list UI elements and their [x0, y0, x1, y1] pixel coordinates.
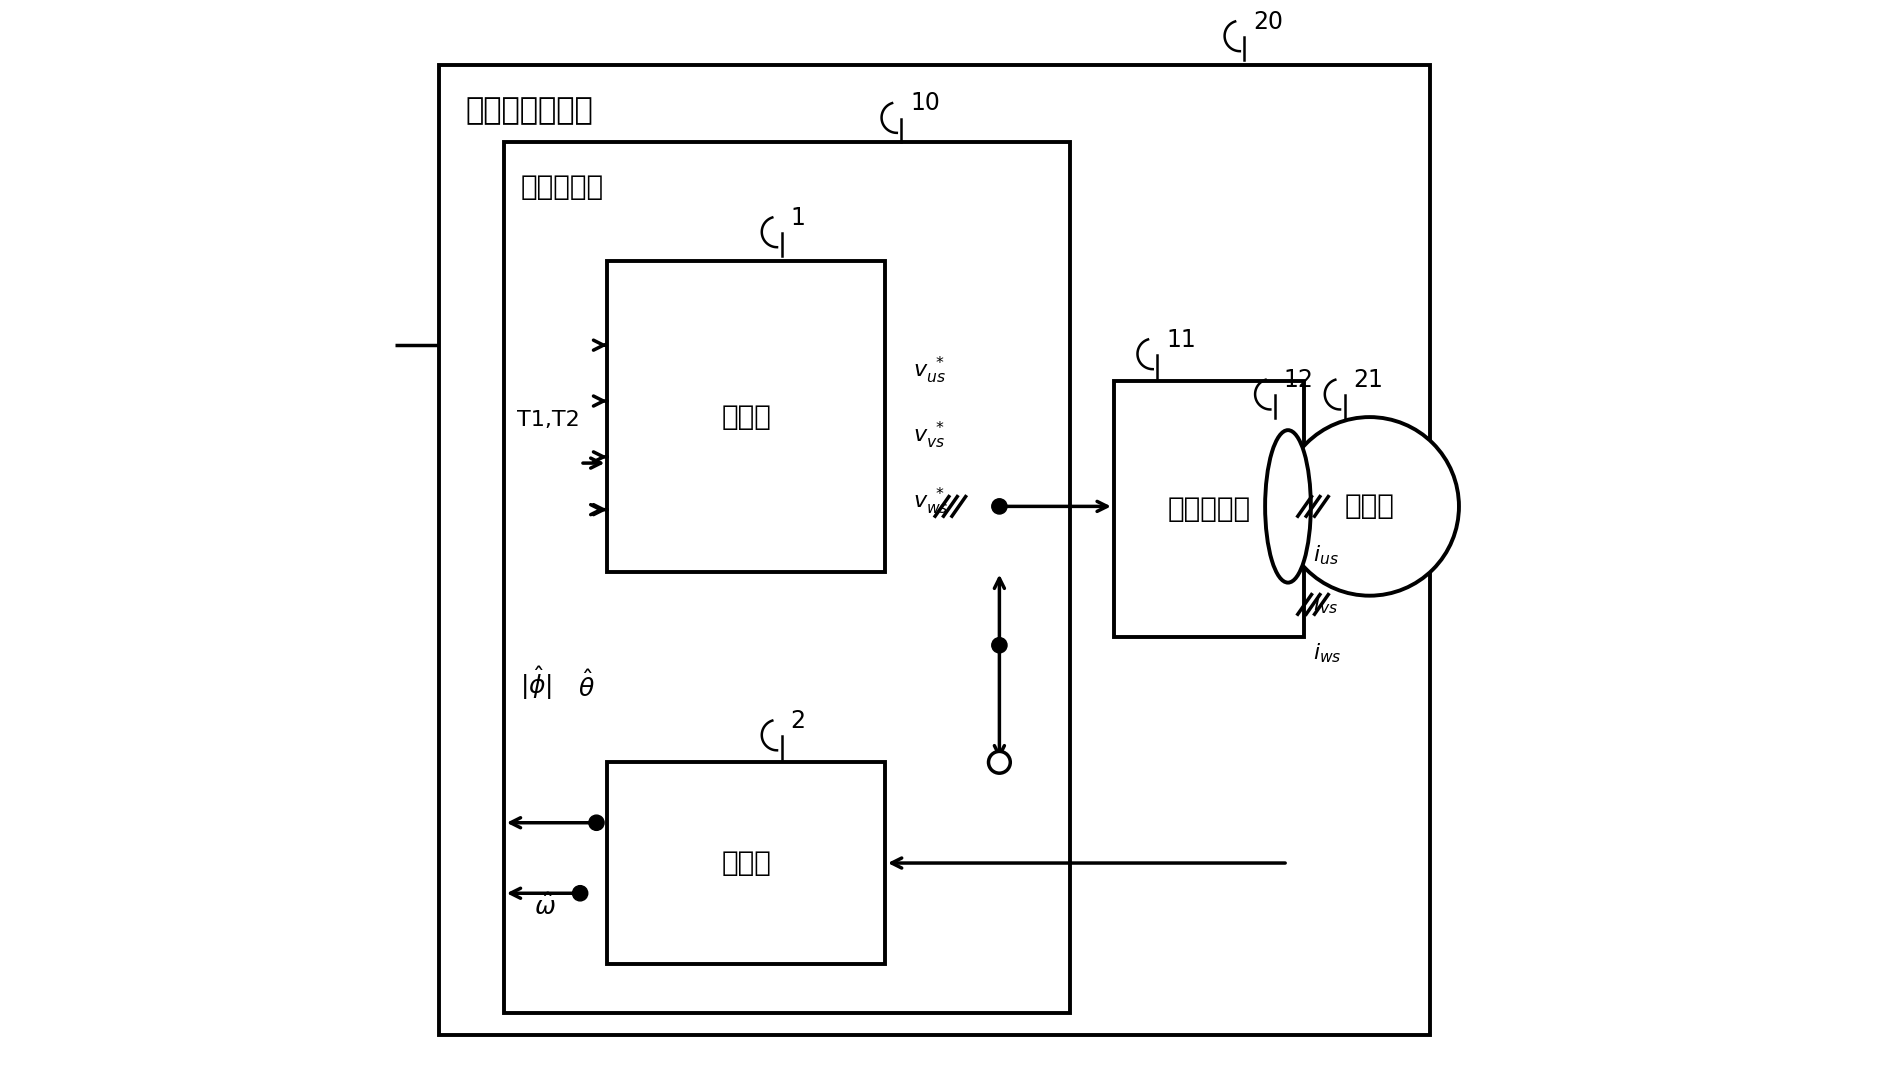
Text: 21: 21 [1353, 368, 1383, 392]
Circle shape [988, 751, 1011, 773]
Text: 12: 12 [1283, 368, 1313, 392]
Text: $i_{us}$: $i_{us}$ [1313, 543, 1340, 567]
Text: $\hat{\omega}$: $\hat{\omega}$ [534, 894, 556, 920]
Text: $\hat{\theta}$: $\hat{\theta}$ [579, 671, 596, 702]
Circle shape [588, 815, 603, 830]
FancyBboxPatch shape [438, 65, 1430, 1035]
Circle shape [992, 638, 1007, 653]
Text: 电力变换器: 电力变换器 [1167, 495, 1251, 523]
FancyBboxPatch shape [1114, 381, 1304, 637]
Text: 电压指令器: 电压指令器 [520, 173, 603, 201]
Text: $|\hat{\phi}|$: $|\hat{\phi}|$ [520, 664, 552, 702]
Circle shape [1280, 417, 1458, 596]
Text: $i_{ws}$: $i_{ws}$ [1313, 641, 1342, 665]
Text: 1: 1 [791, 206, 806, 230]
FancyBboxPatch shape [607, 762, 885, 964]
Circle shape [992, 499, 1007, 514]
Text: 11: 11 [1167, 328, 1195, 352]
FancyBboxPatch shape [504, 142, 1071, 1013]
Ellipse shape [1265, 430, 1312, 583]
Text: 20: 20 [1253, 10, 1283, 34]
Text: 控制器: 控制器 [722, 403, 770, 430]
Text: T1,T2: T1,T2 [517, 411, 581, 430]
Text: 推定器: 推定器 [722, 849, 770, 877]
Circle shape [573, 885, 588, 901]
Text: 同步机: 同步机 [1345, 492, 1394, 521]
Text: 10: 10 [909, 91, 940, 115]
Text: $v_{us}^{\ *}$: $v_{us}^{\ *}$ [913, 355, 947, 386]
Text: 2: 2 [791, 709, 806, 733]
Text: 旋转机控制装置: 旋转机控制装置 [466, 96, 594, 125]
Text: $v_{vs}^{\ *}$: $v_{vs}^{\ *}$ [913, 420, 945, 451]
FancyBboxPatch shape [607, 261, 885, 572]
Text: $i_{vs}$: $i_{vs}$ [1313, 592, 1338, 616]
Text: $v_{ws}^{\ *}$: $v_{ws}^{\ *}$ [913, 486, 949, 516]
